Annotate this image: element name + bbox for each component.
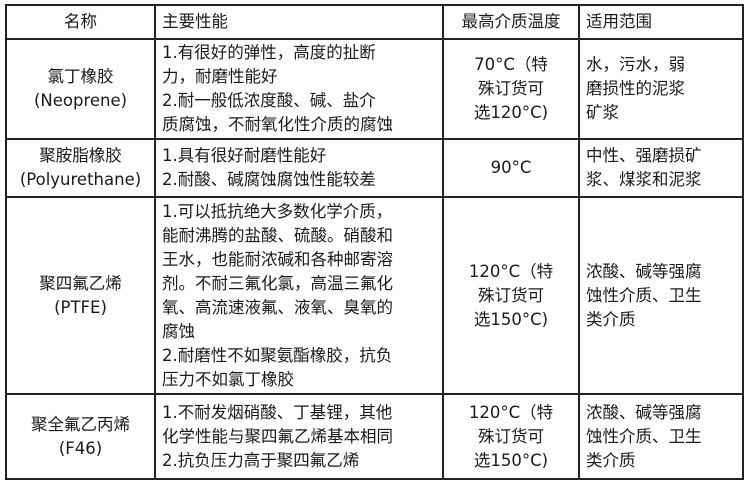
cell-line: 氯丁橡胶 [47, 67, 114, 86]
cell-line: 殊订货可 [478, 79, 544, 98]
table-row: 聚全氟乙丙烯 (F46) 1.不耐发烟硝酸、丁基锂，其他 化学性能与聚四氟乙烯基本相同… [5, 393, 744, 480]
properties-cell: 1.具有很好耐磨性能好 2.耐酸、碱腐蚀腐蚀性能较差 [154, 138, 444, 198]
cell-line: 化学性能与聚四氟乙烯基本相同 [162, 426, 393, 446]
table-row: 聚四氟乙烯 (PTFE) 1.可以抵抗绝大多数化学介质， 能耐沸腾的盐酸、硫酸。硝酸和… [5, 196, 744, 395]
header-temperature: 最高介质温度 [442, 4, 580, 40]
cell-line: 王水，也能耐浓碱和各种邮寄溶 [162, 249, 393, 269]
cell-line: 殊订货可 [478, 426, 544, 446]
cell-line: 类介质 [586, 450, 636, 470]
material-name-cell: 氯丁橡胶 (Neoprene) [5, 38, 156, 140]
cell-line: (Neoprene) [33, 91, 128, 110]
properties-cell: 1.不耐发烟硝酸、丁基锂，其他 化学性能与聚四氟乙烯基本相同 2.抗负压力高于聚四氟… [154, 393, 444, 480]
cell-line: 70°C（特 [474, 55, 548, 74]
cell-line: 磨损性的泥浆 [586, 79, 685, 98]
material-name-cell: 聚胺脂橡胶 (Polyurethane) [5, 138, 156, 198]
cell-line: 聚胺脂橡胶 [39, 146, 122, 165]
temperature-cell: 90°C [442, 138, 580, 198]
temperature-cell: 120°C（特 殊订货可选150°C) [442, 196, 580, 395]
cell-line: 矿浆 [586, 103, 619, 122]
cell-line: 压力不如氯丁橡胶 [162, 369, 294, 389]
header-scope: 适用范围 [578, 4, 744, 40]
cell-line: 殊订货可 [478, 285, 544, 305]
cell-line: 腐蚀 [162, 321, 195, 341]
properties-cell: 1.有很好的弹性，高度的扯断 力，耐磨性能好 2.耐一般低浓度酸、碱、盐介 质腐蚀，不… [154, 38, 444, 140]
cell-line: 蚀性介质、卫生 [586, 285, 702, 305]
cell-line: 2.耐一般低浓度酸、碱、盐介 [162, 91, 376, 110]
lining-material-table: 名称 主要性能 最高介质温度 适用范围 氯丁橡胶 (Neoprene) 1.有很好的… [5, 4, 744, 480]
cell-line: 能耐沸腾的盐酸、硫酸。硝酸和 [162, 225, 393, 245]
cell-line: 120°C（特 [468, 261, 554, 281]
temperature-cell: 70°C（特 殊订货可选120°C) [442, 38, 580, 140]
cell-line: 1.具有很好耐磨性能好 [162, 146, 327, 165]
cell-line: 聚四氟乙烯 [39, 273, 122, 293]
table-row: 聚胺脂橡胶 (Polyurethane) 1.具有很好耐磨性能好 2.耐酸、碱腐蚀腐蚀… [5, 138, 744, 198]
table-row: 氯丁橡胶 (Neoprene) 1.有很好的弹性，高度的扯断 力，耐磨性能好 2.耐一般… [5, 38, 744, 140]
cell-line: 中性、强磨损矿 [586, 146, 702, 165]
cell-line: 类介质 [586, 309, 636, 329]
cell-line: (F46) [58, 438, 103, 458]
cell-line: 2.抗负压力高于聚四氟乙烯 [162, 450, 360, 470]
cell-line: 90°C [490, 158, 532, 177]
scope-cell: 浓酸、碱等强腐 蚀性介质、卫生 类介质 [578, 393, 744, 480]
cell-line: 氧、高流速液氟、液氧、臭氧的 [162, 297, 393, 317]
cell-line: 1.不耐发烟硝酸、丁基锂，其他 [162, 402, 393, 422]
cell-line: 浆、煤浆和泥浆 [586, 170, 702, 189]
material-name-cell: 聚四氟乙烯 (PTFE) [5, 196, 156, 395]
cell-line: (Polyurethane) [19, 170, 142, 189]
material-name-cell: 聚全氟乙丙烯 (F46) [5, 393, 156, 480]
cell-line: 浓酸、碱等强腐 [586, 402, 702, 422]
cell-line: 选120°C) [473, 103, 549, 122]
cell-line: 浓酸、碱等强腐 [586, 261, 702, 281]
cell-line: 聚全氟乙丙烯 [31, 414, 130, 434]
scope-cell: 水，污水，弱 磨损性的泥浆 矿浆 [578, 38, 744, 140]
cell-line: 选150°C) [473, 450, 549, 470]
scope-cell: 浓酸、碱等强腐 蚀性介质、卫生 类介质 [578, 196, 744, 395]
scope-cell: 中性、强磨损矿 浆、煤浆和泥浆 [578, 138, 744, 198]
cell-line: 水，污水，弱 [586, 55, 685, 74]
cell-line: 2.耐磨性不如聚氨酯橡胶，抗负 [162, 345, 393, 365]
cell-line: 1.有很好的弹性，高度的扯断 [162, 43, 376, 62]
cell-line: 剂。不耐三氟化氯，高温三氟化 [162, 273, 393, 293]
cell-line: 选150°C) [473, 309, 549, 329]
cell-line: 力，耐磨性能好 [162, 67, 278, 86]
cell-line: 2.耐酸、碱腐蚀腐蚀性能较差 [162, 170, 376, 189]
properties-cell: 1.可以抵抗绝大多数化学介质， 能耐沸腾的盐酸、硫酸。硝酸和 王水，也能耐浓碱和各种… [154, 196, 444, 395]
cell-line: (PTFE) [54, 297, 107, 317]
cell-line: 1.可以抵抗绝大多数化学介质， [162, 201, 393, 221]
header-row: 名称 主要性能 最高介质温度 适用范围 [5, 4, 744, 40]
cell-line: 质腐蚀，不耐氧化性介质的腐蚀 [162, 115, 393, 134]
header-name: 名称 [5, 4, 156, 40]
cell-line: 蚀性介质、卫生 [586, 426, 702, 446]
header-properties: 主要性能 [154, 4, 444, 40]
temperature-cell: 120°C（特 殊订货可选150°C) [442, 393, 580, 480]
cell-line: 120°C（特 [468, 402, 554, 422]
